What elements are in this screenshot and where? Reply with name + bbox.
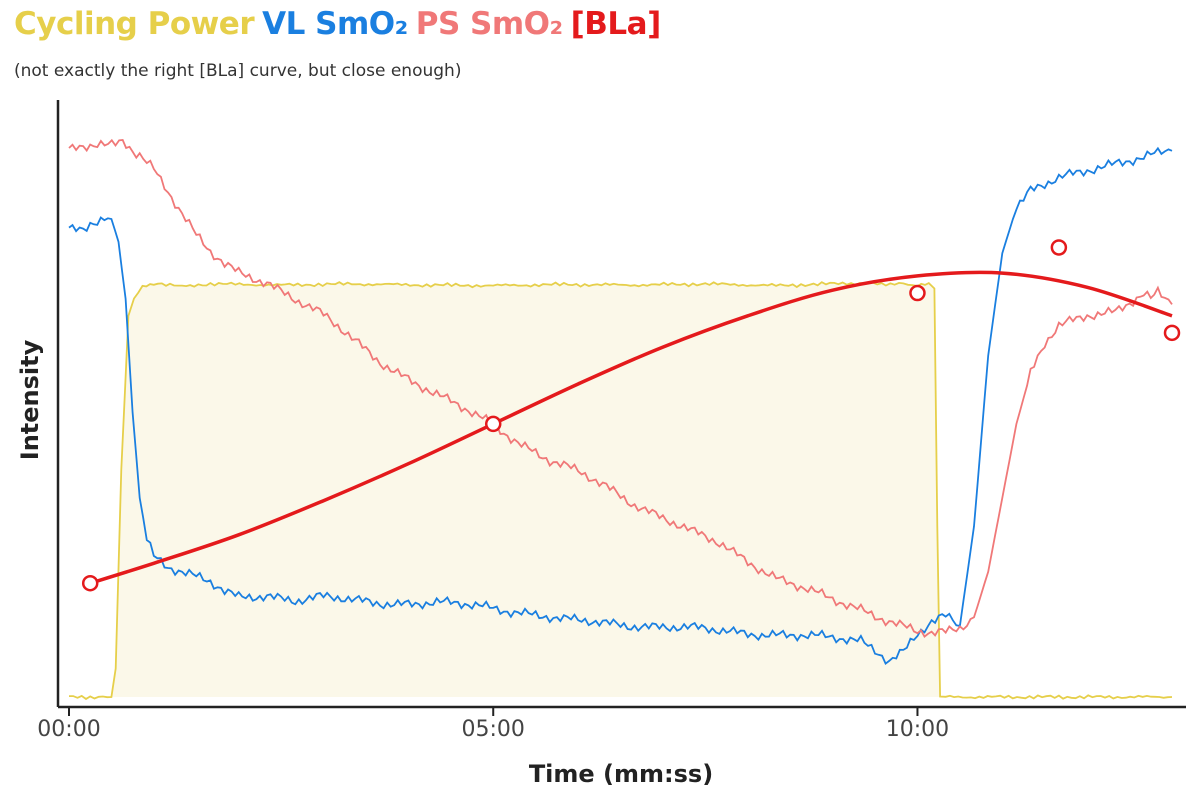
cycling-power-line <box>69 281 1173 701</box>
x-ticks: 00:00 05:00 10:00 <box>37 707 949 742</box>
cycling-power-area <box>69 282 1172 699</box>
x-tick-label: 05:00 <box>462 717 525 742</box>
x-axis-title: Time (mm:ss) <box>529 760 713 788</box>
chart-subtitle: (not exactly the right [BLa] curve, but … <box>14 61 462 81</box>
chart-marks <box>68 138 1181 701</box>
x-tick-label: 00:00 <box>37 717 100 742</box>
y-axis-title: Intensity <box>16 339 44 460</box>
title-bla: [BLa] <box>570 6 662 42</box>
chart-title: Cycling Power VL SmO₂ PS SmO₂ [BLa] <box>14 6 669 42</box>
bla-point <box>81 574 99 592</box>
bla-point <box>1050 239 1068 256</box>
ps-smo-line <box>68 138 1173 638</box>
title-ps-smo2: PS SmO₂ <box>415 6 563 42</box>
title-vl-smo2: VL SmO₂ <box>262 6 408 42</box>
bla-point <box>1163 324 1181 342</box>
bla-curve <box>89 270 1173 585</box>
x-tick-label: 10:00 <box>886 717 949 742</box>
title-cycling-power: Cycling Power <box>14 6 255 42</box>
bla-point <box>484 415 502 433</box>
vl-smo-line <box>68 146 1173 665</box>
bla-point <box>909 284 926 302</box>
